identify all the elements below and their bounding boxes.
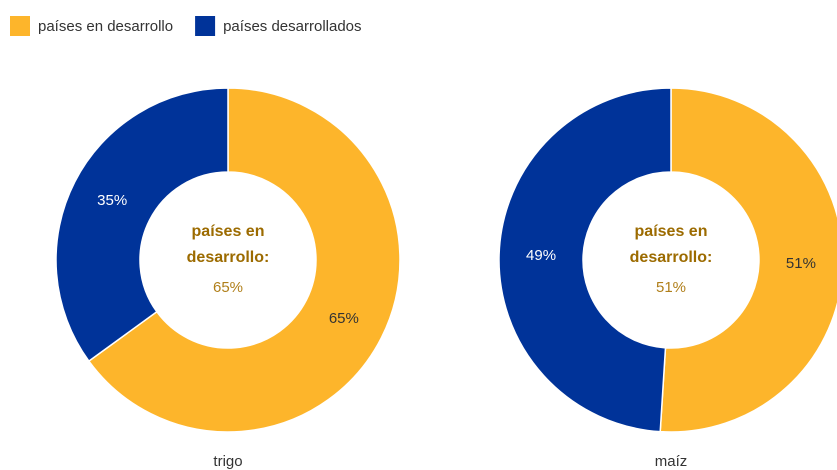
slice [498, 87, 672, 433]
value-label: 49% [526, 247, 556, 264]
legend-label: países desarrollados [223, 18, 361, 35]
value-label: 51% [786, 255, 816, 272]
legend-label: países en desarrollo [38, 18, 173, 35]
slice [659, 87, 837, 433]
value-label: 65% [329, 310, 359, 327]
chart-label: trigo [213, 453, 242, 470]
slice [55, 87, 229, 363]
value-label: 35% [97, 192, 127, 209]
legend-swatch [10, 16, 30, 36]
center-title: países en desarrollo: [187, 223, 270, 266]
center-value: 51% [656, 279, 686, 296]
chart-label: maíz [655, 453, 688, 470]
center-value: 65% [213, 279, 243, 296]
legend-swatch [195, 16, 216, 36]
center-title: países en desarrollo: [630, 223, 713, 266]
slice [87, 87, 401, 433]
